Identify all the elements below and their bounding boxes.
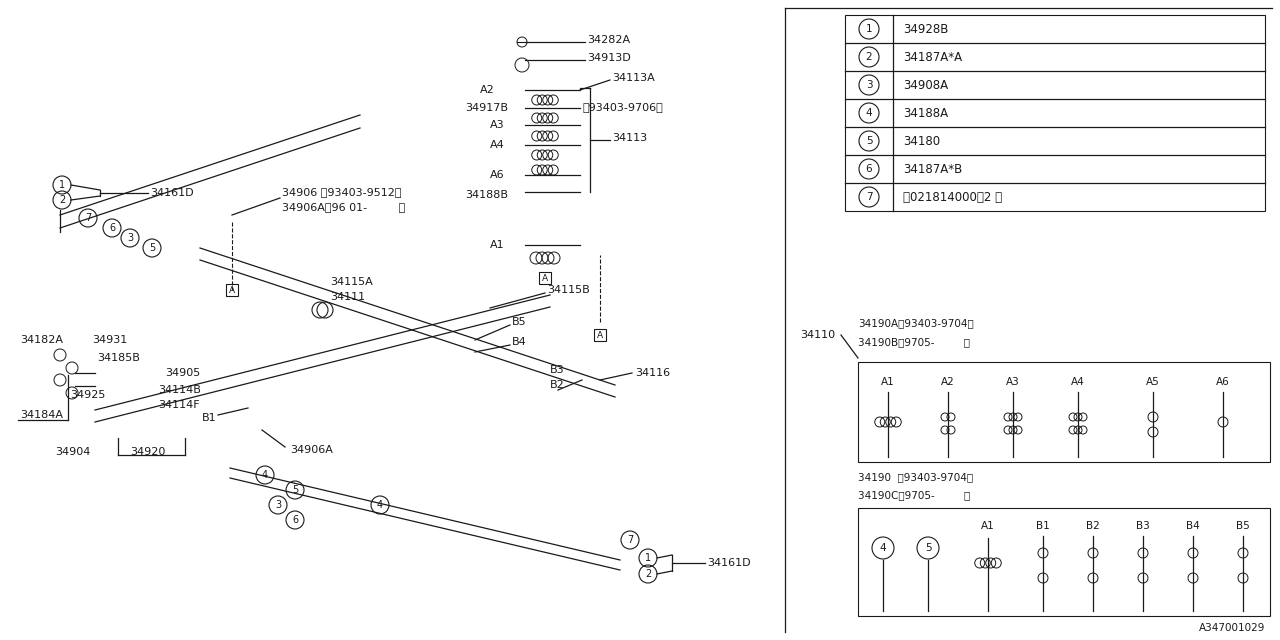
Text: 34184A: 34184A — [20, 410, 63, 420]
Text: A4: A4 — [490, 140, 504, 150]
Text: 34187A*A: 34187A*A — [902, 51, 963, 63]
Text: 34187A*B: 34187A*B — [902, 163, 963, 175]
Text: A: A — [541, 273, 548, 282]
Text: 3: 3 — [275, 500, 282, 510]
Text: 34114B: 34114B — [157, 385, 201, 395]
Text: 34161D: 34161D — [150, 188, 193, 198]
Text: B4: B4 — [1187, 521, 1199, 531]
Text: 34113: 34113 — [612, 133, 648, 143]
Text: ⓝ021814000（2 ）: ⓝ021814000（2 ） — [902, 191, 1002, 204]
Bar — [539, 272, 550, 284]
Text: 34906A: 34906A — [291, 445, 333, 455]
Text: 34111: 34111 — [330, 292, 365, 302]
Text: A6: A6 — [1216, 377, 1230, 387]
Text: 34906 〉93403-9512〉: 34906 〉93403-9512〉 — [282, 187, 402, 197]
Text: B5: B5 — [1236, 521, 1249, 531]
Bar — [858, 508, 1270, 616]
Text: A2: A2 — [480, 85, 495, 95]
Text: 4: 4 — [865, 108, 872, 118]
Text: 34110: 34110 — [800, 330, 835, 340]
Text: A1: A1 — [881, 377, 895, 387]
Text: 1: 1 — [865, 24, 872, 34]
Text: 4: 4 — [262, 470, 268, 480]
Text: 34113A: 34113A — [612, 73, 655, 83]
Text: 34908A: 34908A — [902, 79, 948, 92]
Text: 5: 5 — [292, 485, 298, 495]
Text: 34188B: 34188B — [465, 190, 508, 200]
Text: A1: A1 — [982, 521, 995, 531]
Bar — [227, 284, 238, 296]
Text: 2: 2 — [645, 569, 652, 579]
Bar — [594, 329, 605, 341]
Text: B3: B3 — [550, 365, 564, 375]
Text: B5: B5 — [512, 317, 526, 327]
Text: 34115A: 34115A — [330, 277, 372, 287]
Text: 34190B〉9705-         〉: 34190B〉9705- 〉 — [858, 337, 970, 347]
Text: A: A — [229, 285, 236, 294]
Text: 5: 5 — [865, 136, 872, 146]
Text: 34917B: 34917B — [465, 103, 508, 113]
Text: 34913D: 34913D — [588, 53, 631, 63]
Text: B1: B1 — [202, 413, 216, 423]
Text: 4: 4 — [879, 543, 886, 553]
Text: B2: B2 — [1087, 521, 1100, 531]
Text: 34180: 34180 — [902, 134, 940, 147]
Text: 3: 3 — [127, 233, 133, 243]
Text: 7: 7 — [84, 213, 91, 223]
Text: B2: B2 — [550, 380, 564, 390]
Text: 7: 7 — [627, 535, 634, 545]
Text: A: A — [596, 330, 603, 339]
Text: 34904: 34904 — [55, 447, 91, 457]
Text: 7: 7 — [865, 192, 872, 202]
Text: A6: A6 — [490, 170, 504, 180]
Text: 1: 1 — [645, 553, 652, 563]
Text: A1: A1 — [490, 240, 504, 250]
Text: A4: A4 — [1071, 377, 1085, 387]
Text: 5: 5 — [924, 543, 932, 553]
Text: 34185B: 34185B — [97, 353, 140, 363]
Text: 34282A: 34282A — [588, 35, 630, 45]
Text: 34928B: 34928B — [902, 22, 948, 35]
Text: 34190  〉93403-9704〉: 34190 〉93403-9704〉 — [858, 472, 973, 482]
Text: 6: 6 — [292, 515, 298, 525]
Text: 6: 6 — [865, 164, 872, 174]
Text: A2: A2 — [941, 377, 955, 387]
Text: 34161D: 34161D — [707, 558, 750, 568]
Text: 34115B: 34115B — [547, 285, 590, 295]
Text: 34182A: 34182A — [20, 335, 63, 345]
Text: 〉93403-9706〉: 〉93403-9706〉 — [582, 102, 663, 112]
Text: 34925: 34925 — [70, 390, 105, 400]
Text: 34906A〉96 01-         〉: 34906A〉96 01- 〉 — [282, 202, 406, 212]
Text: B4: B4 — [512, 337, 527, 347]
Text: 34920: 34920 — [131, 447, 165, 457]
Text: A3: A3 — [490, 120, 504, 130]
Text: A3: A3 — [1006, 377, 1020, 387]
Text: A347001029: A347001029 — [1198, 623, 1265, 633]
Text: 34116: 34116 — [635, 368, 671, 378]
Text: A5: A5 — [1146, 377, 1160, 387]
Text: 34931: 34931 — [92, 335, 127, 345]
Text: 34190C〉9705-         〉: 34190C〉9705- 〉 — [858, 490, 970, 500]
Text: 34905: 34905 — [165, 368, 200, 378]
Text: B3: B3 — [1137, 521, 1149, 531]
Text: 2: 2 — [865, 52, 872, 62]
Text: 6: 6 — [109, 223, 115, 233]
Text: 2: 2 — [59, 195, 65, 205]
Text: 34190A〉93403-9704〉: 34190A〉93403-9704〉 — [858, 318, 974, 328]
Text: 34114F: 34114F — [157, 400, 200, 410]
Bar — [858, 362, 1270, 462]
Text: 3: 3 — [865, 80, 872, 90]
Text: B1: B1 — [1036, 521, 1050, 531]
Bar — [845, 15, 1265, 211]
Text: 5: 5 — [148, 243, 155, 253]
Text: 34188A: 34188A — [902, 106, 948, 120]
Text: 1: 1 — [59, 180, 65, 190]
Text: 4: 4 — [376, 500, 383, 510]
